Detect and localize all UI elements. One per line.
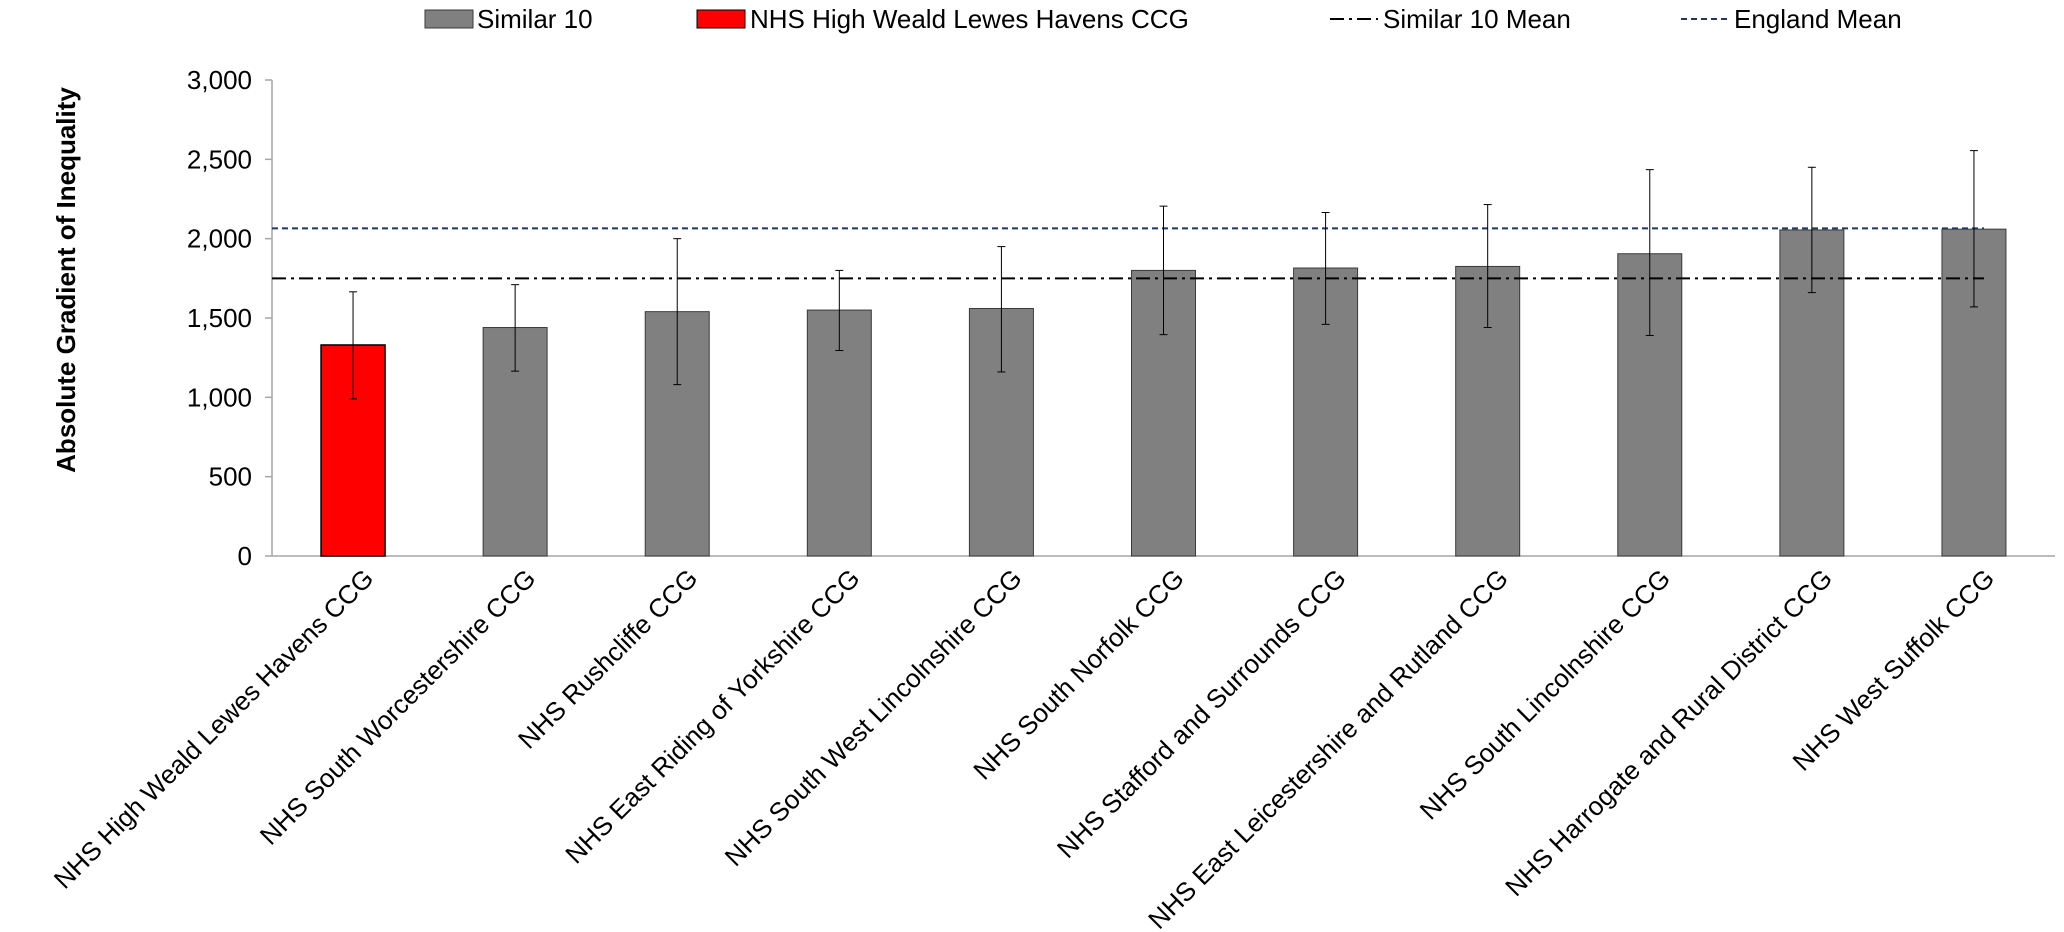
legend-swatch: [424, 9, 474, 29]
x-tick-label: NHS East Riding of Yorkshire CCG: [559, 563, 865, 869]
error-bar: [1645, 169, 1654, 336]
legend-label: Similar 10 Mean: [1383, 4, 1571, 34]
legend-item: Similar 10 Mean: [1330, 4, 1571, 34]
plot-area: 0 500 1,000 1,500 2,000 2,500 3,000 NHS High We…: [48, 65, 2055, 932]
x-tick-label: NHS Stafford and Surrounds CCG: [1051, 563, 1352, 864]
y-axis-title: Absolute Gradient of Inequality: [51, 87, 81, 473]
error-bar: [1969, 150, 1978, 308]
legend-label: NHS High Weald Lewes Havens CCG: [750, 4, 1189, 34]
x-tick-label: NHS Rushcliffe CCG: [512, 563, 703, 754]
y-tick-label: 2,000: [187, 224, 252, 254]
y-tick-label: 1,000: [187, 382, 252, 412]
legend-item: NHS High Weald Lewes Havens CCG: [696, 4, 1189, 34]
legend-swatch: [696, 9, 746, 29]
x-tick-label: NHS Harrogate and Rural District CCG: [1499, 563, 1838, 902]
y-tick-label: 1,500: [187, 303, 252, 333]
legend-label: Similar 10: [477, 4, 593, 34]
error-bar: [511, 284, 520, 372]
x-tick-label: NHS South Worcestershire CCG: [254, 563, 542, 851]
y-tick-label: 3,000: [187, 65, 252, 95]
y-tick-label: 0: [238, 541, 252, 571]
legend-item: Similar 10: [424, 4, 593, 34]
x-tick-label: NHS High Weald Lewes Havens CCG: [48, 563, 380, 895]
x-tick-label: NHS East Leicestershire and Rutland CCG: [1142, 563, 1514, 932]
error-bar: [673, 238, 682, 386]
x-tick-label: NHS South West Lincolnshire CCG: [719, 563, 1028, 872]
error-bar: [1483, 204, 1492, 329]
bar: [806, 309, 872, 557]
legend-item: England Mean: [1681, 4, 1902, 34]
y-tick-label: 2,500: [187, 144, 252, 174]
error-bar: [835, 269, 844, 352]
error-bar: [997, 246, 1006, 373]
error-bar: [349, 291, 358, 400]
error-bar: [1321, 211, 1330, 325]
error-bar: [1159, 205, 1168, 336]
legend-label: England Mean: [1734, 4, 1902, 34]
legend: Similar 10 NHS High Weald Lewes Havens CC…: [424, 4, 1902, 34]
error-bar: [1807, 166, 1816, 294]
y-tick-label: 500: [209, 462, 252, 492]
